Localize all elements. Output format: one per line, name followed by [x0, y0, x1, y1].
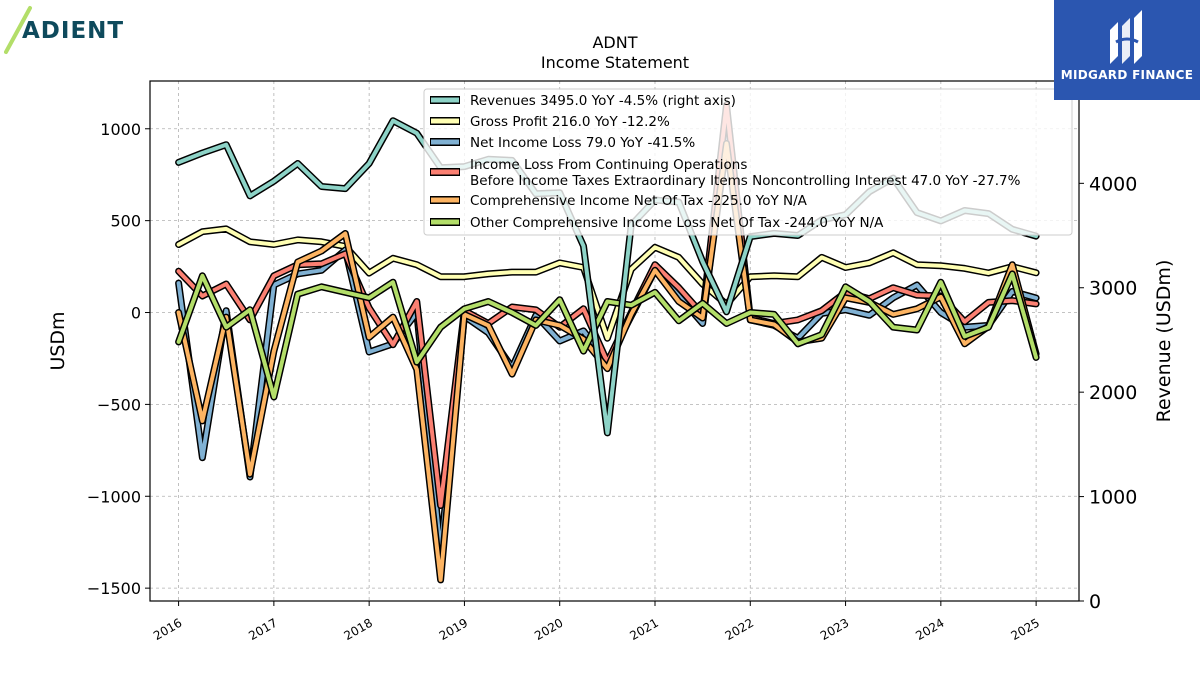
x-tick-label: 2020 [532, 616, 565, 643]
y-right-tick-label: 2000 [1089, 382, 1137, 404]
legend-box [423, 88, 1073, 236]
y-tick-label: 500 [110, 212, 141, 231]
legend-label: Before Income Taxes Extraordinary Items … [470, 173, 1021, 189]
legend: Revenues 3495.0 YoY -4.5% (right axis) Gr… [423, 88, 1073, 236]
chart-subtitle: Income Statement [541, 53, 689, 72]
y-axis-right-label: Revenue (USDm) [1153, 260, 1175, 423]
plot-frame [149, 80, 1080, 602]
x-tick-label: 2018 [342, 616, 375, 643]
midgard-emblem-icon [1110, 10, 1142, 64]
series-gross-profit-line [176, 226, 1039, 341]
legend-label: Net Income Loss 79.0 YoY -41.5% [470, 135, 695, 151]
midgard-finance-logo: MIDGARD FINANCE [1054, 0, 1200, 100]
chart-title: ADNT [592, 33, 637, 52]
y-tick-label: −1500 [87, 579, 141, 598]
y-tick-label: 1000 [100, 120, 141, 139]
legend-label: Income Loss From Continuing Operations [470, 157, 747, 173]
midgard-wordmark: MIDGARD FINANCE [1060, 68, 1194, 82]
x-tick-label: 2022 [723, 616, 756, 643]
x-tick-label: 2016 [151, 616, 184, 643]
series-other-comprehensive-line [176, 271, 1039, 399]
y-tick-label: −500 [97, 395, 141, 414]
left-axis: 1000 500 0 −500 −1000 −1500 [87, 120, 150, 598]
y-tick-label: 0 [131, 304, 141, 323]
legend-label: Revenues 3495.0 YoY -4.5% (right axis) [470, 93, 736, 109]
y-axis-label: USDm [47, 311, 69, 370]
y-right-tick-label: 3000 [1089, 278, 1137, 300]
x-tick-label: 2019 [437, 616, 470, 643]
adient-logo: ADIENT [4, 4, 144, 56]
y-right-tick-label: 4000 [1089, 173, 1137, 195]
legend-label: Comprehensive Income Net Of Tax -225.0 Y… [470, 193, 808, 209]
y-right-tick-label: 0 [1089, 591, 1101, 613]
y-right-tick-label: 1000 [1089, 487, 1137, 509]
y-tick-label: −1000 [87, 487, 141, 506]
legend-label: Gross Profit 216.0 YoY -12.2% [470, 114, 670, 130]
x-tick-label: 2023 [818, 616, 851, 643]
x-axis: 2016 2017 2018 2019 2020 2021 2022 2023 2024 2025 [151, 601, 1042, 643]
x-tick-label: 2017 [246, 616, 279, 643]
adient-swoosh-icon [4, 6, 32, 54]
x-tick-label: 2021 [627, 616, 660, 643]
right-axis: 0 1000 2000 3000 4000 [1079, 173, 1137, 613]
legend-label: Other Comprehensive Income Loss Net Of T… [470, 215, 884, 231]
adient-wordmark: ADIENT [22, 18, 125, 44]
series-comprehensive-income-line [176, 141, 1039, 582]
series-gross-profit-outline [175, 225, 1040, 342]
x-tick-label: 2024 [913, 616, 946, 643]
x-tick-label: 2025 [1009, 616, 1042, 643]
